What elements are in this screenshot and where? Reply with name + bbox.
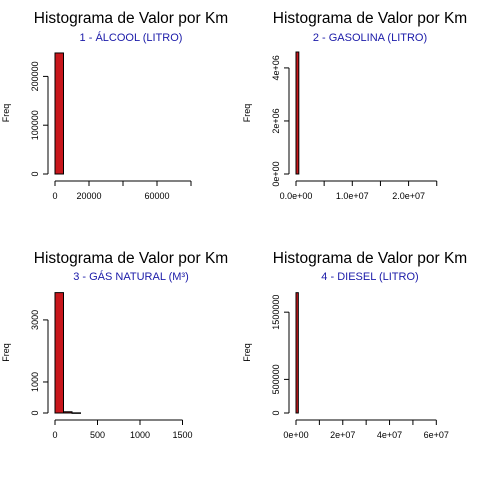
x-tick-label: 0 xyxy=(52,191,57,201)
chart-subtitle: 3 - GÁS NATURAL (M³) xyxy=(73,270,189,283)
y-axis-label: Freq xyxy=(242,104,252,123)
histogram-bar xyxy=(295,292,299,414)
y-tick-label: 0 xyxy=(271,410,281,415)
y-tick-label: 1000 xyxy=(30,372,40,392)
histogram-panel-1: Histograma de Valor por Km 1 - ÁLCOOL (LI… xyxy=(1,10,228,201)
histogram-panel-2: Histograma de Valor por Km 2 - GASOLINA (… xyxy=(242,10,467,201)
histogram-bar xyxy=(71,412,81,414)
y-axis-label: Freq xyxy=(242,343,252,362)
histogram-panel-4: Histograma de Valor por Km 4 - DIESEL (LI… xyxy=(242,250,467,440)
x-tick-label: 0.0e+00 xyxy=(280,191,313,201)
x-tick-label: 2.0e+07 xyxy=(392,191,425,201)
y-tick-label: 200000 xyxy=(30,61,40,91)
x-tick-label: 6e+07 xyxy=(424,430,449,440)
histogram-bar xyxy=(54,292,64,414)
x-tick-label: 60000 xyxy=(144,191,169,201)
x-tick-label: 1500 xyxy=(172,430,192,440)
histogram-panel-3: Histograma de Valor por Km 3 - GÁS NATURA… xyxy=(1,250,228,440)
chart-subtitle: 1 - ÁLCOOL (LITRO) xyxy=(80,31,183,44)
histogram-bar xyxy=(295,51,300,175)
y-axis-label: Freq xyxy=(1,343,11,362)
y-tick-label: 0 xyxy=(30,410,40,415)
histogram-bar xyxy=(63,411,73,414)
x-tick-label: 0e+00 xyxy=(283,430,308,440)
y-tick-label: 0 xyxy=(30,171,40,176)
histogram-bar xyxy=(54,52,64,175)
x-tick-label: 20000 xyxy=(76,191,101,201)
x-tick-label: 1.0e+07 xyxy=(336,191,369,201)
y-tick-label: 4e+06 xyxy=(271,55,281,80)
x-tick-label: 4e+07 xyxy=(377,430,402,440)
x-tick-label: 1000 xyxy=(130,430,150,440)
chart-title: Histograma de Valor por Km xyxy=(34,10,228,27)
chart-title: Histograma de Valor por Km xyxy=(273,250,467,267)
y-axis-label: Freq xyxy=(1,104,11,123)
y-tick-label: 3000 xyxy=(30,310,40,330)
chart-title: Histograma de Valor por Km xyxy=(273,10,467,27)
chart-subtitle: 4 - DIESEL (LITRO) xyxy=(321,271,418,283)
x-tick-label: 0 xyxy=(52,430,57,440)
chart-title: Histograma de Valor por Km xyxy=(34,250,228,267)
y-tick-label: 100000 xyxy=(30,110,40,140)
x-tick-label: 500 xyxy=(90,430,105,440)
y-tick-label: 1500000 xyxy=(271,295,281,330)
x-tick-label: 2e+07 xyxy=(330,430,355,440)
y-tick-label: 500000 xyxy=(271,364,281,394)
chart-subtitle: 2 - GASOLINA (LITRO) xyxy=(313,32,427,44)
y-tick-label: 2e+06 xyxy=(271,108,281,133)
y-tick-label: 0e+00 xyxy=(271,161,281,186)
